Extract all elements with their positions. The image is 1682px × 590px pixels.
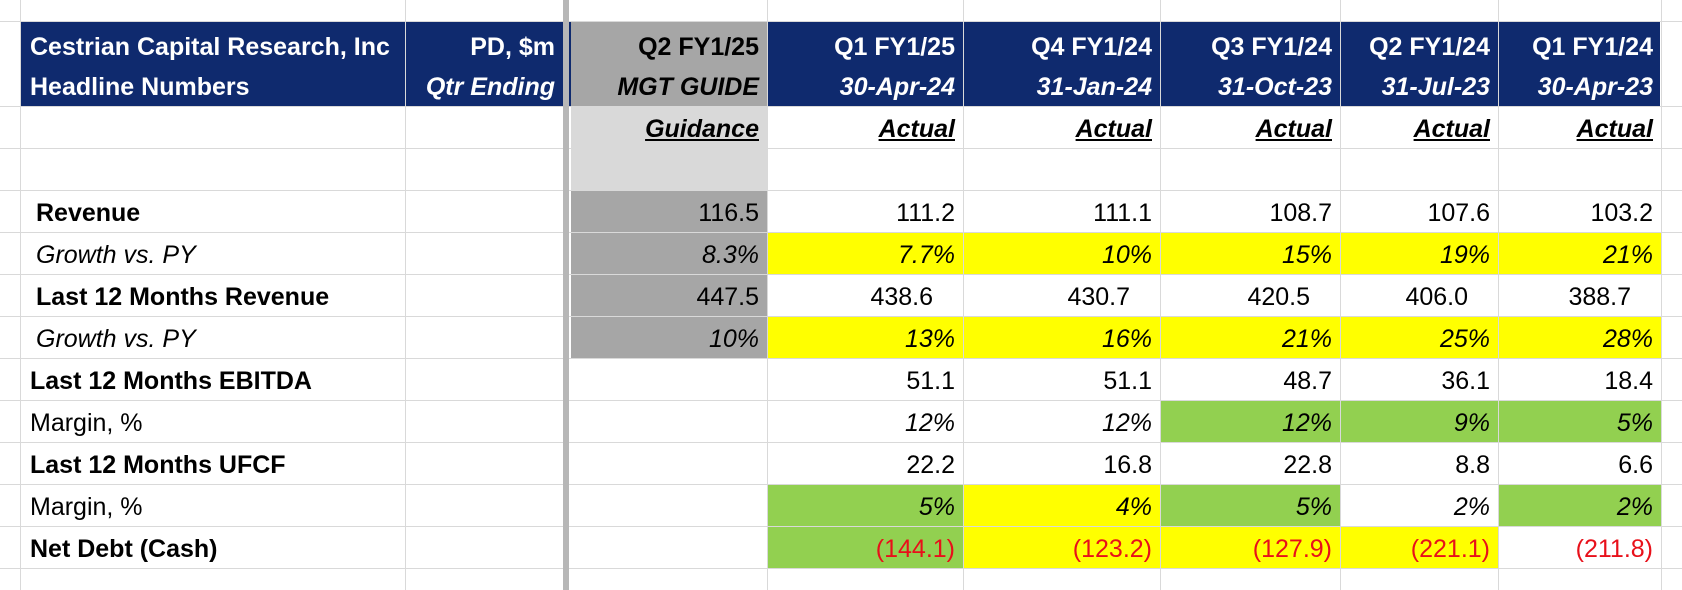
value-cell[interactable]: 21% bbox=[1281, 325, 1332, 353]
row-label-revenue: Revenue bbox=[36, 199, 141, 227]
units-label: PD, $m bbox=[470, 33, 555, 61]
value-cell[interactable]: 22.8 bbox=[1283, 451, 1332, 479]
period-type: Actual bbox=[878, 115, 955, 143]
value-cell[interactable]: 430.7 bbox=[1067, 283, 1130, 311]
row-label-ufcf-margin: Margin, % bbox=[30, 493, 143, 521]
highlight-green bbox=[1498, 484, 1661, 526]
value-cell[interactable]: 5% bbox=[1616, 409, 1653, 437]
value-cell[interactable]: 28% bbox=[1602, 325, 1653, 353]
qtr-ending-label: Qtr Ending bbox=[425, 73, 555, 101]
period-date: MGT GUIDE bbox=[617, 73, 759, 101]
value-cell[interactable]: 25% bbox=[1439, 325, 1490, 353]
highlight-green bbox=[767, 484, 963, 526]
value-cell[interactable]: 16.8 bbox=[1103, 451, 1152, 479]
row-label-ltm-revenue: Last 12 Months Revenue bbox=[36, 283, 330, 311]
highlight-yellow bbox=[963, 526, 1498, 568]
period-header: Q4 FY1/24 bbox=[1031, 33, 1152, 61]
value-cell[interactable]: 5% bbox=[918, 493, 955, 521]
row-label-ltm-growth: Growth vs. PY bbox=[36, 325, 196, 353]
row-label-net-debt: Net Debt (Cash) bbox=[30, 535, 218, 563]
value-cell[interactable]: 51.1 bbox=[1103, 367, 1152, 395]
guidance-header-fill bbox=[571, 22, 767, 106]
value-cell[interactable]: 4% bbox=[1115, 493, 1152, 521]
value-cell[interactable]: 103.2 bbox=[1590, 199, 1653, 227]
row-label-ebitda-margin: Margin, % bbox=[30, 409, 143, 437]
row-label-growth: Growth vs. PY bbox=[36, 241, 196, 269]
report-title: Cestrian Capital Research, Inc bbox=[30, 33, 390, 61]
value-cell[interactable]: 107.6 bbox=[1427, 199, 1490, 227]
value-cell[interactable]: 10% bbox=[708, 325, 759, 353]
value-cell[interactable]: 21% bbox=[1602, 241, 1653, 269]
row-label-ltm-ebitda: Last 12 Months EBITDA bbox=[30, 367, 312, 395]
period-type: Actual bbox=[1255, 115, 1332, 143]
period-date: 31-Jan-24 bbox=[1036, 73, 1152, 101]
value-cell[interactable]: 8.3% bbox=[702, 241, 759, 269]
value-cell[interactable]: (127.9) bbox=[1252, 535, 1332, 563]
value-cell[interactable]: 111.1 bbox=[1093, 199, 1152, 227]
value-cell[interactable]: 447.5 bbox=[696, 283, 759, 311]
row-label-ltm-ufcf: Last 12 Months UFCF bbox=[30, 451, 286, 479]
value-cell[interactable]: 116.5 bbox=[698, 199, 759, 227]
period-date: 31-Jul-23 bbox=[1381, 73, 1490, 101]
value-cell[interactable]: 2% bbox=[1453, 493, 1490, 521]
value-cell[interactable]: 19% bbox=[1439, 241, 1490, 269]
period-header: Q2 FY1/24 bbox=[1369, 33, 1490, 61]
period-header: Q3 FY1/24 bbox=[1211, 33, 1332, 61]
period-date: 31-Oct-23 bbox=[1218, 73, 1332, 101]
value-cell[interactable]: 8.8 bbox=[1455, 451, 1490, 479]
value-cell[interactable]: 2% bbox=[1616, 493, 1653, 521]
value-cell[interactable]: 438.6 bbox=[870, 283, 933, 311]
value-cell[interactable]: 51.1 bbox=[906, 367, 955, 395]
value-cell[interactable]: 108.7 bbox=[1269, 199, 1332, 227]
period-type: Guidance bbox=[645, 115, 759, 143]
highlight-yellow bbox=[963, 484, 1160, 526]
value-cell[interactable]: 7.7% bbox=[898, 241, 955, 269]
value-cell[interactable]: (144.1) bbox=[875, 535, 955, 563]
value-cell[interactable]: 22.2 bbox=[906, 451, 955, 479]
value-cell[interactable]: 18.4 bbox=[1604, 367, 1653, 395]
value-cell[interactable]: 388.7 bbox=[1568, 283, 1631, 311]
value-cell[interactable]: 420.5 bbox=[1247, 283, 1310, 311]
period-header: Q2 FY1/25 bbox=[638, 33, 759, 61]
value-cell[interactable]: 13% bbox=[904, 325, 955, 353]
value-cell[interactable]: 16% bbox=[1101, 325, 1152, 353]
value-cell[interactable]: 48.7 bbox=[1283, 367, 1332, 395]
highlight-green bbox=[1160, 484, 1340, 526]
period-header: Q1 FY1/25 bbox=[834, 33, 955, 61]
value-cell[interactable]: 36.1 bbox=[1441, 367, 1490, 395]
period-date: 30-Apr-24 bbox=[839, 73, 955, 101]
value-cell[interactable]: 15% bbox=[1281, 241, 1332, 269]
period-header: Q1 FY1/24 bbox=[1532, 33, 1653, 61]
value-cell[interactable]: 9% bbox=[1453, 409, 1490, 437]
value-cell[interactable]: (211.8) bbox=[1575, 535, 1653, 563]
freeze-pane-divider[interactable] bbox=[563, 0, 569, 590]
period-date: 30-Apr-23 bbox=[1537, 73, 1653, 101]
header-band bbox=[20, 22, 1660, 106]
period-type: Actual bbox=[1576, 115, 1653, 143]
value-cell[interactable]: (221.1) bbox=[1410, 535, 1490, 563]
value-cell[interactable]: 12% bbox=[1281, 409, 1332, 437]
highlight-yellow bbox=[767, 232, 1661, 274]
value-cell[interactable]: 6.6 bbox=[1618, 451, 1653, 479]
value-cell[interactable]: (123.2) bbox=[1072, 535, 1152, 563]
report-subtitle: Headline Numbers bbox=[30, 73, 250, 101]
value-cell[interactable]: 12% bbox=[1101, 409, 1152, 437]
period-type: Actual bbox=[1075, 115, 1152, 143]
highlight-green bbox=[767, 526, 963, 568]
value-cell[interactable]: 5% bbox=[1295, 493, 1332, 521]
value-cell[interactable]: 406.0 bbox=[1405, 283, 1468, 311]
period-type: Actual bbox=[1413, 115, 1490, 143]
highlight-yellow bbox=[767, 316, 1661, 358]
value-cell[interactable]: 10% bbox=[1101, 241, 1152, 269]
highlight-green bbox=[1160, 400, 1661, 442]
value-cell[interactable]: 111.2 bbox=[896, 199, 955, 227]
value-cell[interactable]: 12% bbox=[904, 409, 955, 437]
